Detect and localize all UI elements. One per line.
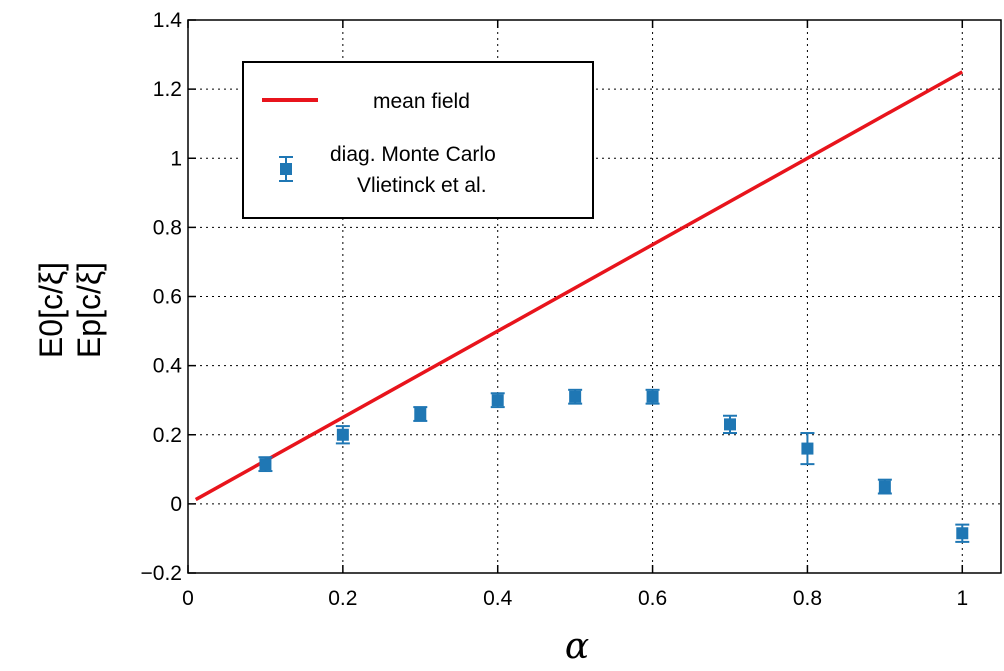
- legend-label-dmc-line2: Vlietinck et al.: [357, 174, 487, 197]
- monte-carlo-series: [258, 388, 970, 543]
- y-tick-label: 1: [170, 147, 182, 170]
- data-marker: [878, 480, 891, 493]
- data-marker: [646, 390, 659, 403]
- y-tick-label: 0.6: [153, 286, 182, 309]
- data-point: [335, 425, 350, 445]
- data-marker: [414, 408, 427, 421]
- data-point: [877, 478, 892, 495]
- y-axis-label-line1: E0[c/ξ]: [33, 262, 69, 358]
- x-tick-label: 0: [182, 587, 194, 610]
- x-tick-label: 0.4: [483, 587, 513, 610]
- x-tick-label: 0.6: [638, 587, 667, 610]
- y-tick-label: 1.4: [153, 9, 183, 32]
- x-tick-label: 1: [956, 587, 968, 610]
- y-tick-label: 1.2: [153, 78, 182, 101]
- y-tick-label: 0: [170, 493, 182, 516]
- y-tick-label: 0.4: [153, 355, 183, 378]
- data-point: [645, 388, 660, 405]
- x-axis-label: α: [565, 626, 589, 667]
- data-marker: [724, 418, 736, 431]
- data-point: [800, 432, 815, 466]
- x-tick-label: 0.8: [793, 587, 822, 610]
- mean-field-series: [194, 70, 964, 502]
- legend-marker-swatch: [279, 156, 293, 182]
- y-tick-label: −0.2: [141, 562, 182, 585]
- data-point: [955, 523, 970, 543]
- data-marker: [336, 428, 349, 441]
- data-marker: [801, 442, 814, 455]
- tick-labels: 0 0.2 0.4 0.6 0.8 1−0.200.20.40.60.811.21.4: [141, 9, 969, 610]
- data-marker: [956, 527, 969, 540]
- data-point: [723, 414, 737, 435]
- mean-field-line: [194, 70, 964, 502]
- axis-ticks: [187, 19, 964, 574]
- legend-label-mean-field: mean field: [373, 90, 470, 113]
- data-marker: [491, 394, 504, 407]
- y-tick-label: 0.2: [153, 424, 182, 447]
- data-point: [413, 406, 428, 422]
- data-point: [258, 456, 273, 473]
- data-marker: [259, 458, 272, 471]
- y-axis-label-line2: Ep[c/ξ]: [71, 262, 107, 358]
- data-marker: [569, 390, 582, 403]
- data-point: [568, 388, 583, 405]
- legend: mean field diag. Monte Carlo Vlietinck e…: [242, 61, 594, 219]
- y-tick-label: 0.8: [153, 216, 182, 239]
- legend-label-dmc-line1: diag. Monte Carlo: [330, 143, 496, 166]
- x-tick-label: 0.2: [328, 587, 357, 610]
- data-point: [490, 392, 505, 409]
- legend-box: [242, 61, 594, 219]
- grid-lines: [188, 20, 1001, 573]
